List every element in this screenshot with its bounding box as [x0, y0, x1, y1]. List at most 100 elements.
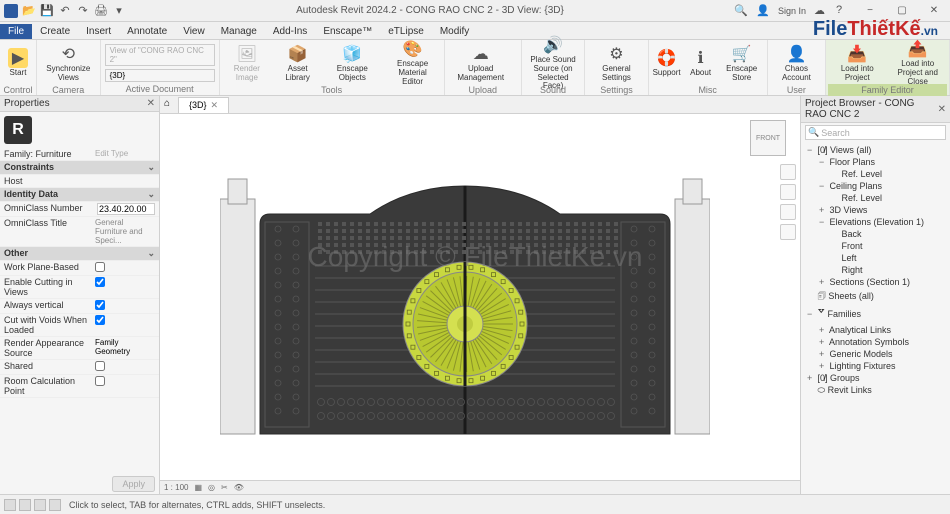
- tree-item[interactable]: − [0̸] Views (all): [803, 144, 948, 156]
- work-plane-label: Work Plane-Based: [4, 262, 95, 274]
- qat-print-icon[interactable]: 🖨: [94, 4, 108, 18]
- tree-item[interactable]: Right: [803, 264, 948, 276]
- ribbon-tab-view[interactable]: View: [175, 24, 213, 39]
- tree-item[interactable]: + [0̸] Groups: [803, 372, 948, 384]
- enscape-mat-icon: 🎨: [403, 39, 423, 59]
- ribbon-tab-manage[interactable]: Manage: [213, 24, 265, 39]
- ribbon-tab-annotate[interactable]: Annotate: [119, 24, 175, 39]
- tree-item[interactable]: Ref. Level: [803, 168, 948, 180]
- tree-item[interactable]: + Lighting Fixtures: [803, 360, 948, 372]
- qat-save-icon[interactable]: 💾: [40, 4, 54, 18]
- tree-item[interactable]: Back: [803, 228, 948, 240]
- view-tab-close-icon[interactable]: ✕: [211, 100, 219, 111]
- room-calc-checkbox[interactable]: [95, 376, 105, 386]
- sync-views-button[interactable]: ⟲ Synchronize Views: [39, 42, 98, 84]
- tree-item[interactable]: + Sections (Section 1): [803, 276, 948, 288]
- ribbon-tab-etlipse[interactable]: eTLipse: [380, 24, 432, 39]
- tree-item[interactable]: 🗊 Sheets (all): [803, 288, 948, 306]
- ribbon-tab-enscape[interactable]: Enscape™: [315, 24, 380, 39]
- view-cube[interactable]: FRONT: [750, 120, 786, 156]
- enscape-material-button[interactable]: 🎨Enscape Material Editor: [383, 42, 441, 84]
- always-vert-checkbox[interactable]: [95, 300, 105, 310]
- tree-item[interactable]: + 3D Views: [803, 204, 948, 216]
- browser-close-icon[interactable]: ✕: [938, 104, 946, 115]
- vc-icon[interactable]: 👁: [234, 483, 244, 492]
- user-icon[interactable]: 👤: [756, 4, 770, 18]
- sb-icon[interactable]: [34, 499, 46, 511]
- ribbon-tab-addins[interactable]: Add-Ins: [265, 24, 315, 39]
- asset-library-button[interactable]: 📦Asset Library: [274, 42, 321, 84]
- help-icon[interactable]: ?: [836, 4, 850, 18]
- tree-item[interactable]: Left: [803, 252, 948, 264]
- properties-panel: Properties✕ R Family: FurnitureEdit Type…: [0, 96, 160, 494]
- general-settings-button[interactable]: ⚙General Settings: [587, 42, 645, 84]
- search-icon[interactable]: 🔍: [734, 4, 748, 18]
- tree-item[interactable]: + Generic Models: [803, 348, 948, 360]
- qat-open-icon[interactable]: 📂: [22, 4, 36, 18]
- close-button[interactable]: ✕: [922, 2, 946, 20]
- enscape-objects-button[interactable]: 🧊Enscape Objects: [323, 42, 381, 84]
- apply-button[interactable]: Apply: [112, 476, 155, 492]
- enable-cutting-label: Enable Cutting in Views: [4, 277, 95, 297]
- load-into-project-button[interactable]: 📥Load into Project: [828, 42, 886, 84]
- properties-close-icon[interactable]: ✕: [147, 98, 155, 109]
- upload-mgmt-button[interactable]: ☁Upload Management: [447, 42, 515, 84]
- scale-label[interactable]: 1 : 100: [164, 483, 188, 492]
- enscape-obj-icon: 🧊: [342, 44, 362, 64]
- load-close-button[interactable]: 📤Load into Project and Close: [889, 42, 947, 84]
- vc-icon[interactable]: ✂: [221, 483, 228, 492]
- enscape-store-button[interactable]: 🛒Enscape Store: [719, 42, 765, 84]
- account-icon: 👤: [786, 44, 806, 64]
- chaos-account-button[interactable]: 👤Chaos Account: [770, 42, 823, 84]
- vc-icon[interactable]: ▦: [194, 483, 202, 492]
- browser-search[interactable]: 🔍Search: [805, 125, 946, 140]
- maximize-button[interactable]: ▢: [890, 2, 914, 20]
- group-label-activedoc: Active Document: [103, 83, 217, 95]
- asset-lib-icon: 📦: [288, 44, 308, 64]
- family-label: Family: Furniture: [4, 149, 95, 159]
- cut-voids-checkbox[interactable]: [95, 315, 105, 325]
- cloud-icon[interactable]: ☁: [814, 4, 828, 18]
- tree-item[interactable]: + Annotation Symbols: [803, 336, 948, 348]
- vc-icon[interactable]: ◎: [208, 483, 215, 492]
- sb-icon[interactable]: [4, 499, 16, 511]
- tree-item[interactable]: − Elevations (Elevation 1): [803, 216, 948, 228]
- tree-item[interactable]: − 🢗 Families: [803, 306, 948, 324]
- tree-item[interactable]: Ref. Level: [803, 192, 948, 204]
- group-label-settings: Settings: [587, 84, 645, 96]
- edit-type-button[interactable]: Edit Type: [95, 149, 155, 159]
- view-dropdown-2[interactable]: {3D}: [103, 68, 217, 83]
- view-dropdown-1[interactable]: View of "CONG RAO CNC 2": [103, 43, 217, 67]
- ribbon-tab-modify[interactable]: Modify: [432, 24, 477, 39]
- start-button[interactable]: ▶ Start: [2, 42, 34, 84]
- place-sound-button[interactable]: 🔊Place Sound Source (on Selected Face): [524, 42, 583, 84]
- ribbon-tab-insert[interactable]: Insert: [78, 24, 119, 39]
- tree-item[interactable]: Front: [803, 240, 948, 252]
- minimize-button[interactable]: −: [858, 2, 882, 20]
- tree-item[interactable]: − Ceiling Plans: [803, 180, 948, 192]
- signin-label[interactable]: Sign In: [778, 6, 806, 16]
- shared-checkbox[interactable]: [95, 361, 105, 371]
- viewport[interactable]: ⌂ {3D}✕ FRONT 1 : 100 ▦ ◎ ✂ 👁: [160, 96, 800, 494]
- enable-cutting-checkbox[interactable]: [95, 277, 105, 287]
- qat-redo-icon[interactable]: ↷: [76, 4, 90, 18]
- nav-bar[interactable]: [780, 164, 796, 240]
- always-vert-label: Always vertical: [4, 300, 95, 312]
- view-tab-3d[interactable]: {3D}✕: [178, 97, 229, 113]
- sb-icon[interactable]: [19, 499, 31, 511]
- qat-undo-icon[interactable]: ↶: [58, 4, 72, 18]
- tree-item[interactable]: − Floor Plans: [803, 156, 948, 168]
- work-plane-checkbox[interactable]: [95, 262, 105, 272]
- view-home-icon[interactable]: ⌂: [164, 98, 178, 112]
- about-button[interactable]: ℹAbout: [685, 42, 717, 84]
- support-button[interactable]: 🛟Support: [651, 42, 683, 84]
- ribbon-tab-file[interactable]: File: [0, 24, 32, 39]
- ribbon-tab-create[interactable]: Create: [32, 24, 78, 39]
- tree-item[interactable]: + Analytical Links: [803, 324, 948, 336]
- omni-num-input[interactable]: [97, 203, 155, 215]
- qat-dropdown-icon[interactable]: ▾: [112, 4, 126, 18]
- window-title: Autodesk Revit 2024.2 - CONG RAO CNC 2 -…: [126, 5, 734, 16]
- sb-icon[interactable]: [49, 499, 61, 511]
- tree-item[interactable]: ⬭ Revit Links: [803, 384, 948, 397]
- group-label-user: User: [770, 84, 823, 96]
